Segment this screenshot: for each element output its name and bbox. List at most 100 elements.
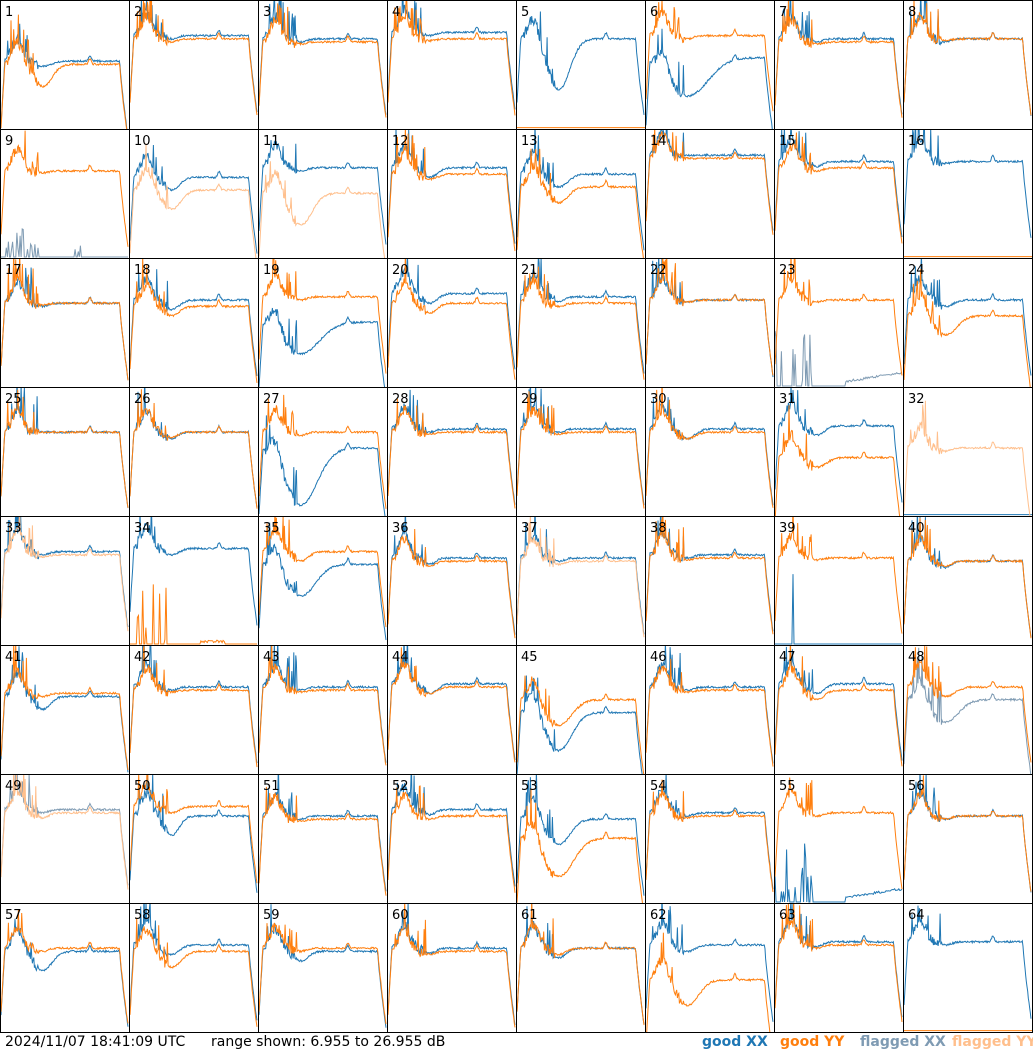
panel-34-xx-line <box>130 517 258 626</box>
panel-28-xx-line <box>388 389 516 505</box>
panel-32: 32 <box>903 387 1033 517</box>
panel-label: 27 <box>263 392 280 407</box>
panel-44: 44 <box>387 645 517 775</box>
panel-29-yy-line <box>517 391 645 509</box>
panel-39-yy-line <box>775 517 903 634</box>
panel-13-xx-line <box>517 130 645 251</box>
panel-5-xx-line <box>517 11 645 115</box>
panel-39-xx-line <box>775 574 902 645</box>
panel-6-yy-line <box>646 1 774 112</box>
panel-label: 8 <box>908 5 916 20</box>
panel-label: 47 <box>779 650 796 665</box>
panel-23-yy-line <box>775 259 903 376</box>
panel-21-xx-line <box>517 259 645 374</box>
panel-26-yy-line <box>130 389 258 509</box>
panel-label: 30 <box>650 392 667 407</box>
panel-52: 52 <box>387 774 517 904</box>
panel-17: 17 <box>0 258 130 388</box>
panel-4-yy-line <box>388 1 516 116</box>
panel-11-xx-line <box>259 140 387 245</box>
panel-41: 41 <box>0 645 130 775</box>
panel-45-yy-line <box>517 675 645 774</box>
panel-54-xx-line <box>646 775 774 890</box>
panel-label: 64 <box>908 908 925 923</box>
panel-14: 14 <box>645 129 775 259</box>
panel-21: 21 <box>516 258 646 388</box>
panel-15-yy-line <box>775 132 903 244</box>
panel-49-yy-line <box>1 775 129 890</box>
panel-19: 19 <box>258 258 388 388</box>
timestamp: 2024/11/07 18:41:09 UTC <box>5 1034 186 1050</box>
panel-8: 8 <box>903 0 1033 130</box>
panel-35-xx-line <box>259 522 387 641</box>
panel-label: 41 <box>5 650 22 665</box>
panel-36: 36 <box>387 516 517 646</box>
panel-label: 45 <box>521 650 538 665</box>
panel-27-xx-line <box>259 415 386 516</box>
range-text: range shown: 6.955 to 26.955 dB <box>211 1034 446 1050</box>
panel-label: 2 <box>134 5 142 20</box>
panel-63: 63 <box>774 903 904 1033</box>
panel-60: 60 <box>387 903 517 1033</box>
legend-good-xx: good XX <box>702 1034 768 1050</box>
panel-label: 50 <box>134 779 151 794</box>
panel-label: 29 <box>521 392 538 407</box>
panel-42: 42 <box>129 645 259 775</box>
panel-20: 20 <box>387 258 517 388</box>
panel-55-yy-line <box>775 777 903 890</box>
panel-label: 10 <box>134 134 151 149</box>
panel-25-yy-line <box>1 389 129 508</box>
panel-31-xx-line <box>775 388 903 503</box>
panel-label: 12 <box>392 134 409 149</box>
panel-42-xx-line <box>130 646 258 764</box>
panel-40-yy-line <box>904 518 1032 639</box>
panel-23: 23 <box>774 258 904 388</box>
panel-62-yy-line <box>646 932 771 1032</box>
panel-frame <box>645 0 775 130</box>
panel-label: 63 <box>779 908 796 923</box>
panel-11-yy-line <box>259 161 386 258</box>
legend-flagged-xx: flagged XX <box>860 1034 946 1050</box>
panel-34-yy-line <box>130 584 257 645</box>
panel-44-yy-line <box>388 647 516 763</box>
panel-18-xx-line <box>130 269 258 376</box>
panel-label: 17 <box>5 263 22 278</box>
panel-label: 33 <box>5 521 22 536</box>
panel-58-xx-line <box>130 904 258 1021</box>
panel-42-yy-line <box>130 646 258 768</box>
panel-33-yy-line <box>1 517 129 632</box>
panel-15-xx-line <box>775 130 903 238</box>
panel-41-yy-line <box>1 646 129 771</box>
panel-label: 5 <box>521 5 529 20</box>
panel-38: 38 <box>645 516 775 646</box>
panel-5: 5 <box>516 0 646 130</box>
panel-14-xx-line <box>646 130 774 231</box>
panel-label: 22 <box>650 263 667 278</box>
panel-28-yy-line <box>388 398 516 509</box>
panel-20-yy-line <box>388 259 516 380</box>
panel-label: 43 <box>263 650 280 665</box>
panel-38-yy-line <box>646 517 774 635</box>
panel-label: 61 <box>521 908 538 923</box>
panel-35: 35 <box>258 516 388 646</box>
panel-46-yy-line <box>646 658 774 767</box>
panel-31-yy-line <box>775 405 901 516</box>
panel-label: 53 <box>521 779 538 794</box>
panel-62: 62 <box>645 903 775 1033</box>
panel-48-xx-line <box>904 647 1032 774</box>
panel-22: 22 <box>645 258 775 388</box>
panel-64: 64 <box>903 903 1033 1033</box>
panel-57-yy-line <box>1 909 129 1024</box>
panel-label: 3 <box>263 5 271 20</box>
panel-25: 25 <box>0 387 130 517</box>
panel-label: 62 <box>650 908 667 923</box>
panel-label: 4 <box>392 5 400 20</box>
panel-52-yy-line <box>388 785 516 893</box>
panel-33: 33 <box>0 516 130 646</box>
panel-label: 16 <box>908 134 925 149</box>
panel-7-xx-line <box>775 1 903 115</box>
panel-61-yy-line <box>517 904 645 1026</box>
panel-label: 46 <box>650 650 667 665</box>
panel-27-yy-line <box>259 394 387 509</box>
